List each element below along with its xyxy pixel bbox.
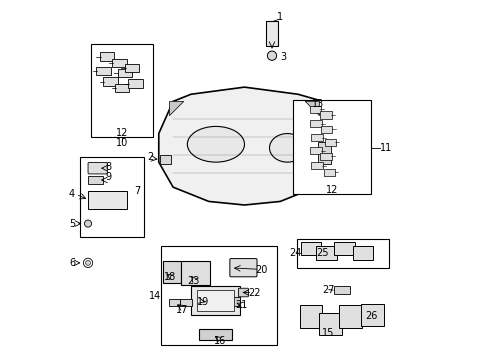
Polygon shape	[169, 102, 183, 116]
Text: 7: 7	[134, 186, 140, 196]
Text: 26: 26	[365, 311, 377, 321]
Text: 16: 16	[214, 336, 226, 346]
Text: 18: 18	[164, 272, 176, 282]
FancyBboxPatch shape	[112, 59, 126, 67]
Text: 22: 22	[248, 288, 260, 298]
FancyBboxPatch shape	[352, 247, 373, 260]
FancyBboxPatch shape	[309, 147, 321, 154]
FancyBboxPatch shape	[96, 67, 110, 75]
FancyBboxPatch shape	[181, 261, 209, 285]
Bar	[80, 157, 144, 237]
Text: 10: 10	[116, 138, 128, 148]
FancyBboxPatch shape	[191, 286, 240, 315]
FancyBboxPatch shape	[319, 312, 341, 335]
Text: 24: 24	[288, 248, 301, 258]
FancyBboxPatch shape	[229, 258, 257, 277]
FancyBboxPatch shape	[323, 168, 335, 176]
FancyBboxPatch shape	[333, 286, 349, 294]
Text: 15: 15	[322, 328, 334, 338]
Circle shape	[85, 260, 90, 265]
Bar	[160, 246, 276, 345]
FancyBboxPatch shape	[168, 299, 180, 306]
FancyBboxPatch shape	[103, 77, 118, 86]
FancyBboxPatch shape	[315, 247, 336, 260]
FancyBboxPatch shape	[118, 68, 132, 77]
FancyBboxPatch shape	[88, 162, 107, 174]
Text: 13: 13	[311, 99, 323, 109]
Text: 25: 25	[315, 248, 328, 258]
FancyBboxPatch shape	[198, 329, 232, 340]
Text: 4: 4	[69, 189, 75, 199]
Text: 3: 3	[280, 52, 286, 62]
Text: 5: 5	[69, 219, 75, 229]
Text: 23: 23	[187, 276, 200, 286]
FancyBboxPatch shape	[311, 134, 322, 141]
Text: 12: 12	[116, 128, 128, 138]
FancyBboxPatch shape	[115, 84, 129, 92]
FancyBboxPatch shape	[309, 120, 321, 127]
Text: 17: 17	[176, 305, 188, 315]
FancyBboxPatch shape	[309, 106, 320, 113]
Text: 9: 9	[105, 172, 111, 182]
Circle shape	[267, 51, 276, 60]
Ellipse shape	[269, 134, 305, 162]
FancyBboxPatch shape	[320, 111, 331, 118]
Text: 14: 14	[149, 291, 161, 301]
Text: 20: 20	[255, 265, 267, 275]
FancyBboxPatch shape	[238, 288, 248, 297]
FancyBboxPatch shape	[124, 64, 139, 72]
FancyBboxPatch shape	[333, 242, 354, 255]
FancyBboxPatch shape	[320, 153, 331, 160]
FancyBboxPatch shape	[128, 79, 142, 88]
Bar	[292, 100, 370, 194]
FancyBboxPatch shape	[163, 261, 181, 283]
FancyBboxPatch shape	[230, 297, 240, 306]
FancyBboxPatch shape	[311, 162, 322, 169]
Text: 8: 8	[105, 162, 111, 172]
Text: 2: 2	[147, 153, 153, 162]
Text: 11: 11	[379, 143, 391, 153]
FancyBboxPatch shape	[360, 304, 384, 326]
Ellipse shape	[187, 126, 244, 162]
Bar	[317, 143, 331, 164]
Circle shape	[83, 258, 93, 267]
FancyBboxPatch shape	[88, 191, 127, 209]
FancyBboxPatch shape	[160, 156, 171, 164]
Bar	[297, 239, 388, 267]
FancyBboxPatch shape	[100, 53, 114, 61]
FancyBboxPatch shape	[88, 176, 103, 184]
FancyBboxPatch shape	[180, 299, 191, 306]
FancyBboxPatch shape	[324, 139, 335, 146]
Text: 1: 1	[277, 13, 283, 22]
FancyBboxPatch shape	[320, 126, 332, 133]
Bar	[91, 44, 153, 137]
Text: 6: 6	[69, 258, 75, 268]
FancyBboxPatch shape	[197, 290, 233, 311]
Polygon shape	[159, 87, 337, 205]
Text: 12: 12	[325, 185, 338, 195]
Polygon shape	[305, 102, 319, 116]
FancyBboxPatch shape	[299, 305, 322, 328]
FancyBboxPatch shape	[265, 21, 278, 46]
Text: 21: 21	[235, 300, 247, 310]
FancyBboxPatch shape	[300, 242, 321, 255]
Text: 27: 27	[322, 285, 334, 295]
Circle shape	[84, 220, 91, 227]
FancyBboxPatch shape	[338, 305, 361, 328]
Text: 19: 19	[196, 297, 208, 307]
